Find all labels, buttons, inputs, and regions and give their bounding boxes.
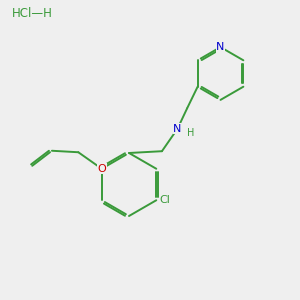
Text: Cl: Cl (159, 195, 170, 205)
Text: N: N (216, 42, 225, 52)
Text: N: N (173, 124, 182, 134)
Text: H: H (187, 128, 195, 138)
Text: HCl—H: HCl—H (11, 7, 52, 20)
Text: O: O (97, 164, 106, 174)
